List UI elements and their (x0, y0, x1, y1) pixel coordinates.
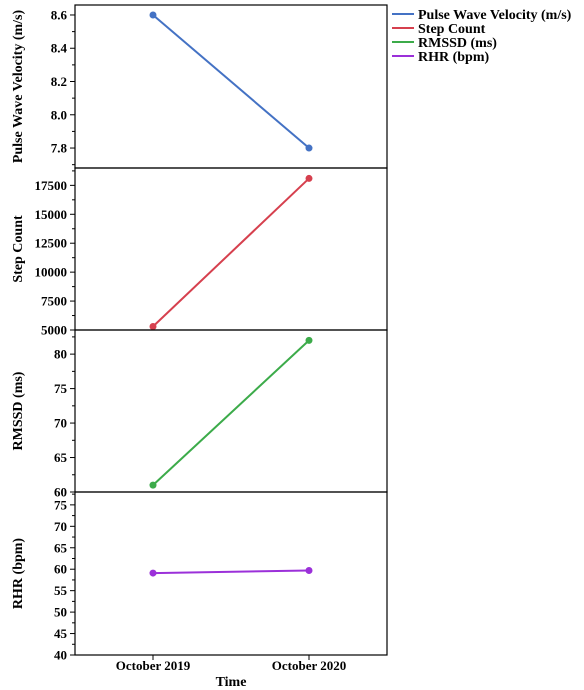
series-line (152, 339, 310, 486)
y-tick-label: 5000 (41, 323, 67, 338)
y-tick-label: 70 (54, 519, 67, 534)
y-tick-label: 40 (54, 648, 67, 663)
y-tick-label: 8.0 (51, 107, 67, 122)
legend: Pulse Wave Velocity (m/s)Step CountRMSSD… (392, 8, 572, 65)
data-point (305, 566, 313, 574)
panel-frame (74, 4, 388, 169)
x-tick-label: October 2019 (116, 658, 191, 673)
legend-label: RMSSD (ms) (418, 36, 497, 51)
legend-label: Pulse Wave Velocity (m/s) (418, 8, 572, 23)
series-line (152, 177, 310, 328)
y-tick-label: 7.8 (51, 141, 68, 156)
x-tick-label: October 2020 (272, 658, 347, 673)
panel-2: 5000 7500 10000 12500 15000 17500 Step Count (11, 167, 388, 338)
panel-1: 7.8 8.0 8.2 8.4 8.6 Pulse Wave Velocity (m/s) (11, 4, 388, 169)
series-line (152, 14, 310, 149)
y-axis-title: RHR (bpm) (11, 538, 26, 610)
panel-frame (74, 167, 388, 331)
y-tick-label: 8.6 (51, 7, 68, 22)
y-tick-label: 65 (54, 540, 68, 555)
y-axis-title: RMSSD (ms) (11, 371, 26, 450)
data-point (149, 11, 157, 19)
y-tick-label: 60 (54, 562, 67, 577)
data-point (305, 144, 313, 152)
y-tick-label: 55 (54, 583, 68, 598)
data-point (305, 336, 313, 344)
panel-frame (74, 329, 388, 493)
panel-4: 40 45 50 55 60 65 70 75 RHR (bpm) (11, 491, 388, 663)
y-tick-label: 7500 (41, 294, 67, 309)
y-axis-title: Step Count (11, 215, 26, 283)
series-line (152, 569, 310, 575)
data-point (149, 569, 157, 577)
y-axis-title: Pulse Wave Velocity (m/s) (11, 9, 26, 163)
data-point (149, 481, 157, 489)
panel-3: 60 65 70 75 80 RMSSD (ms) (11, 329, 388, 500)
y-tick-label: 65 (54, 450, 68, 465)
x-axis-title: Time (216, 675, 247, 690)
y-tick-label: 80 (54, 347, 67, 362)
y-tick-label: 8.2 (51, 74, 67, 89)
legend-label: RHR (bpm) (418, 50, 490, 65)
y-tick-label: 70 (54, 416, 67, 431)
panel-frame (74, 491, 388, 656)
y-tick-label: 75 (54, 497, 68, 512)
y-tick-label: 60 (54, 485, 67, 500)
y-tick-label: 8.4 (51, 41, 68, 56)
y-tick-label: 15000 (35, 207, 68, 222)
legend-label: Step Count (418, 22, 486, 37)
y-tick-label: 45 (54, 626, 68, 641)
y-tick-label: 10000 (35, 265, 68, 280)
y-tick-label: 12500 (35, 236, 68, 251)
y-tick-label: 75 (54, 381, 68, 396)
data-point (305, 174, 313, 182)
data-point (149, 323, 157, 331)
y-tick-label: 17500 (35, 178, 68, 193)
y-tick-label: 50 (54, 605, 67, 620)
